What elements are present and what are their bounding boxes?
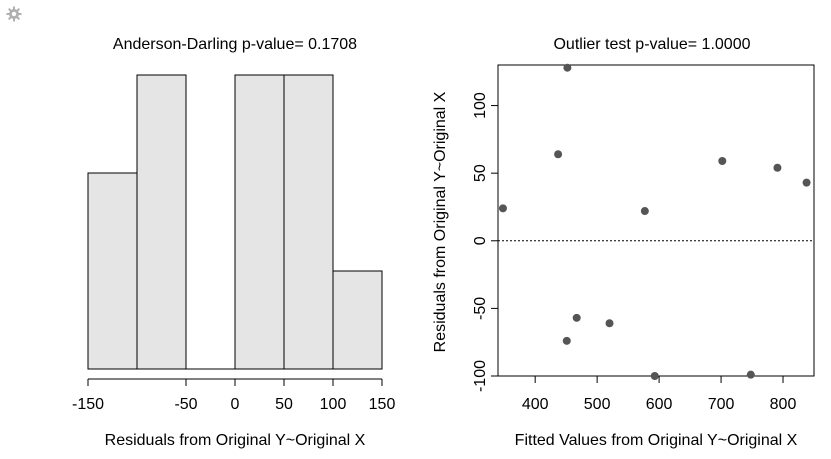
scatter-point (650, 372, 659, 380)
scatter-y-tick-label: 100 (472, 92, 489, 119)
histogram-bar (136, 74, 187, 370)
histogram-panel: Anderson-Darling p-value= 0.1708 -150 -50… (72, 36, 395, 449)
scatter-point (773, 163, 782, 172)
scatter-point (718, 157, 727, 166)
scatter-plot-frame (497, 64, 815, 377)
scatter-y-label: Residuals from Original Y~Original X (432, 91, 449, 352)
scatter-x-tick-label: 400 (522, 396, 549, 413)
histogram-bar (87, 172, 138, 370)
histogram-x-tick-label: 0 (231, 396, 240, 413)
scatter-y-tick-label: 50 (472, 164, 489, 182)
histogram-title: Anderson-Darling p-value= 0.1708 (113, 36, 357, 53)
scatter-point (640, 207, 649, 216)
scatter-y-tick-label: 0 (472, 236, 489, 245)
histogram-x-tick-label: -150 (72, 396, 104, 413)
histogram-bar (234, 74, 285, 370)
scatter-point (562, 336, 571, 345)
scatter-point (554, 150, 563, 159)
scatter-point (498, 204, 507, 213)
histogram-x-axis: -150 -50 0 50 100 150 (72, 378, 396, 413)
histogram-bar (332, 270, 383, 370)
scatter-x-tick-label: 600 (646, 396, 673, 413)
scatter-y-tick-label: -100 (472, 360, 489, 392)
scatter-x-label: Fitted Values from Original Y~Original X (515, 432, 798, 449)
scatter-title: Outlier test p-value= 1.0000 (553, 36, 750, 53)
scatter-point (746, 370, 755, 379)
histogram-x-label: Residuals from Original Y~Original X (105, 432, 366, 449)
histogram-x-tick-label: 150 (369, 396, 396, 413)
scatter-points (498, 63, 811, 380)
scatter-y-tick-label: -50 (472, 297, 489, 320)
histogram-bars (87, 74, 383, 370)
histogram-x-tick-label: 100 (320, 396, 347, 413)
scatter-x-tick-label: 700 (708, 396, 735, 413)
histogram-x-tick-label: -50 (174, 396, 197, 413)
scatter-point (572, 313, 581, 322)
scatter-point (563, 63, 572, 72)
gear-icon[interactable] (6, 6, 22, 22)
scatter-x-tick-label: 800 (770, 396, 797, 413)
scatter-x-tick-label: 500 (584, 396, 611, 413)
scatter-point (802, 178, 811, 187)
scatter-point (605, 319, 614, 328)
scatter-x-axis: 400 500 600 700 800 (522, 376, 797, 413)
scatter-panel: Outlier test p-value= 1.0000 400 500 600 70… (432, 36, 815, 449)
histogram-bar (283, 74, 334, 370)
histogram-x-tick-label: 50 (275, 396, 293, 413)
scatter-y-axis: -100 -50 0 50 100 (472, 92, 498, 392)
